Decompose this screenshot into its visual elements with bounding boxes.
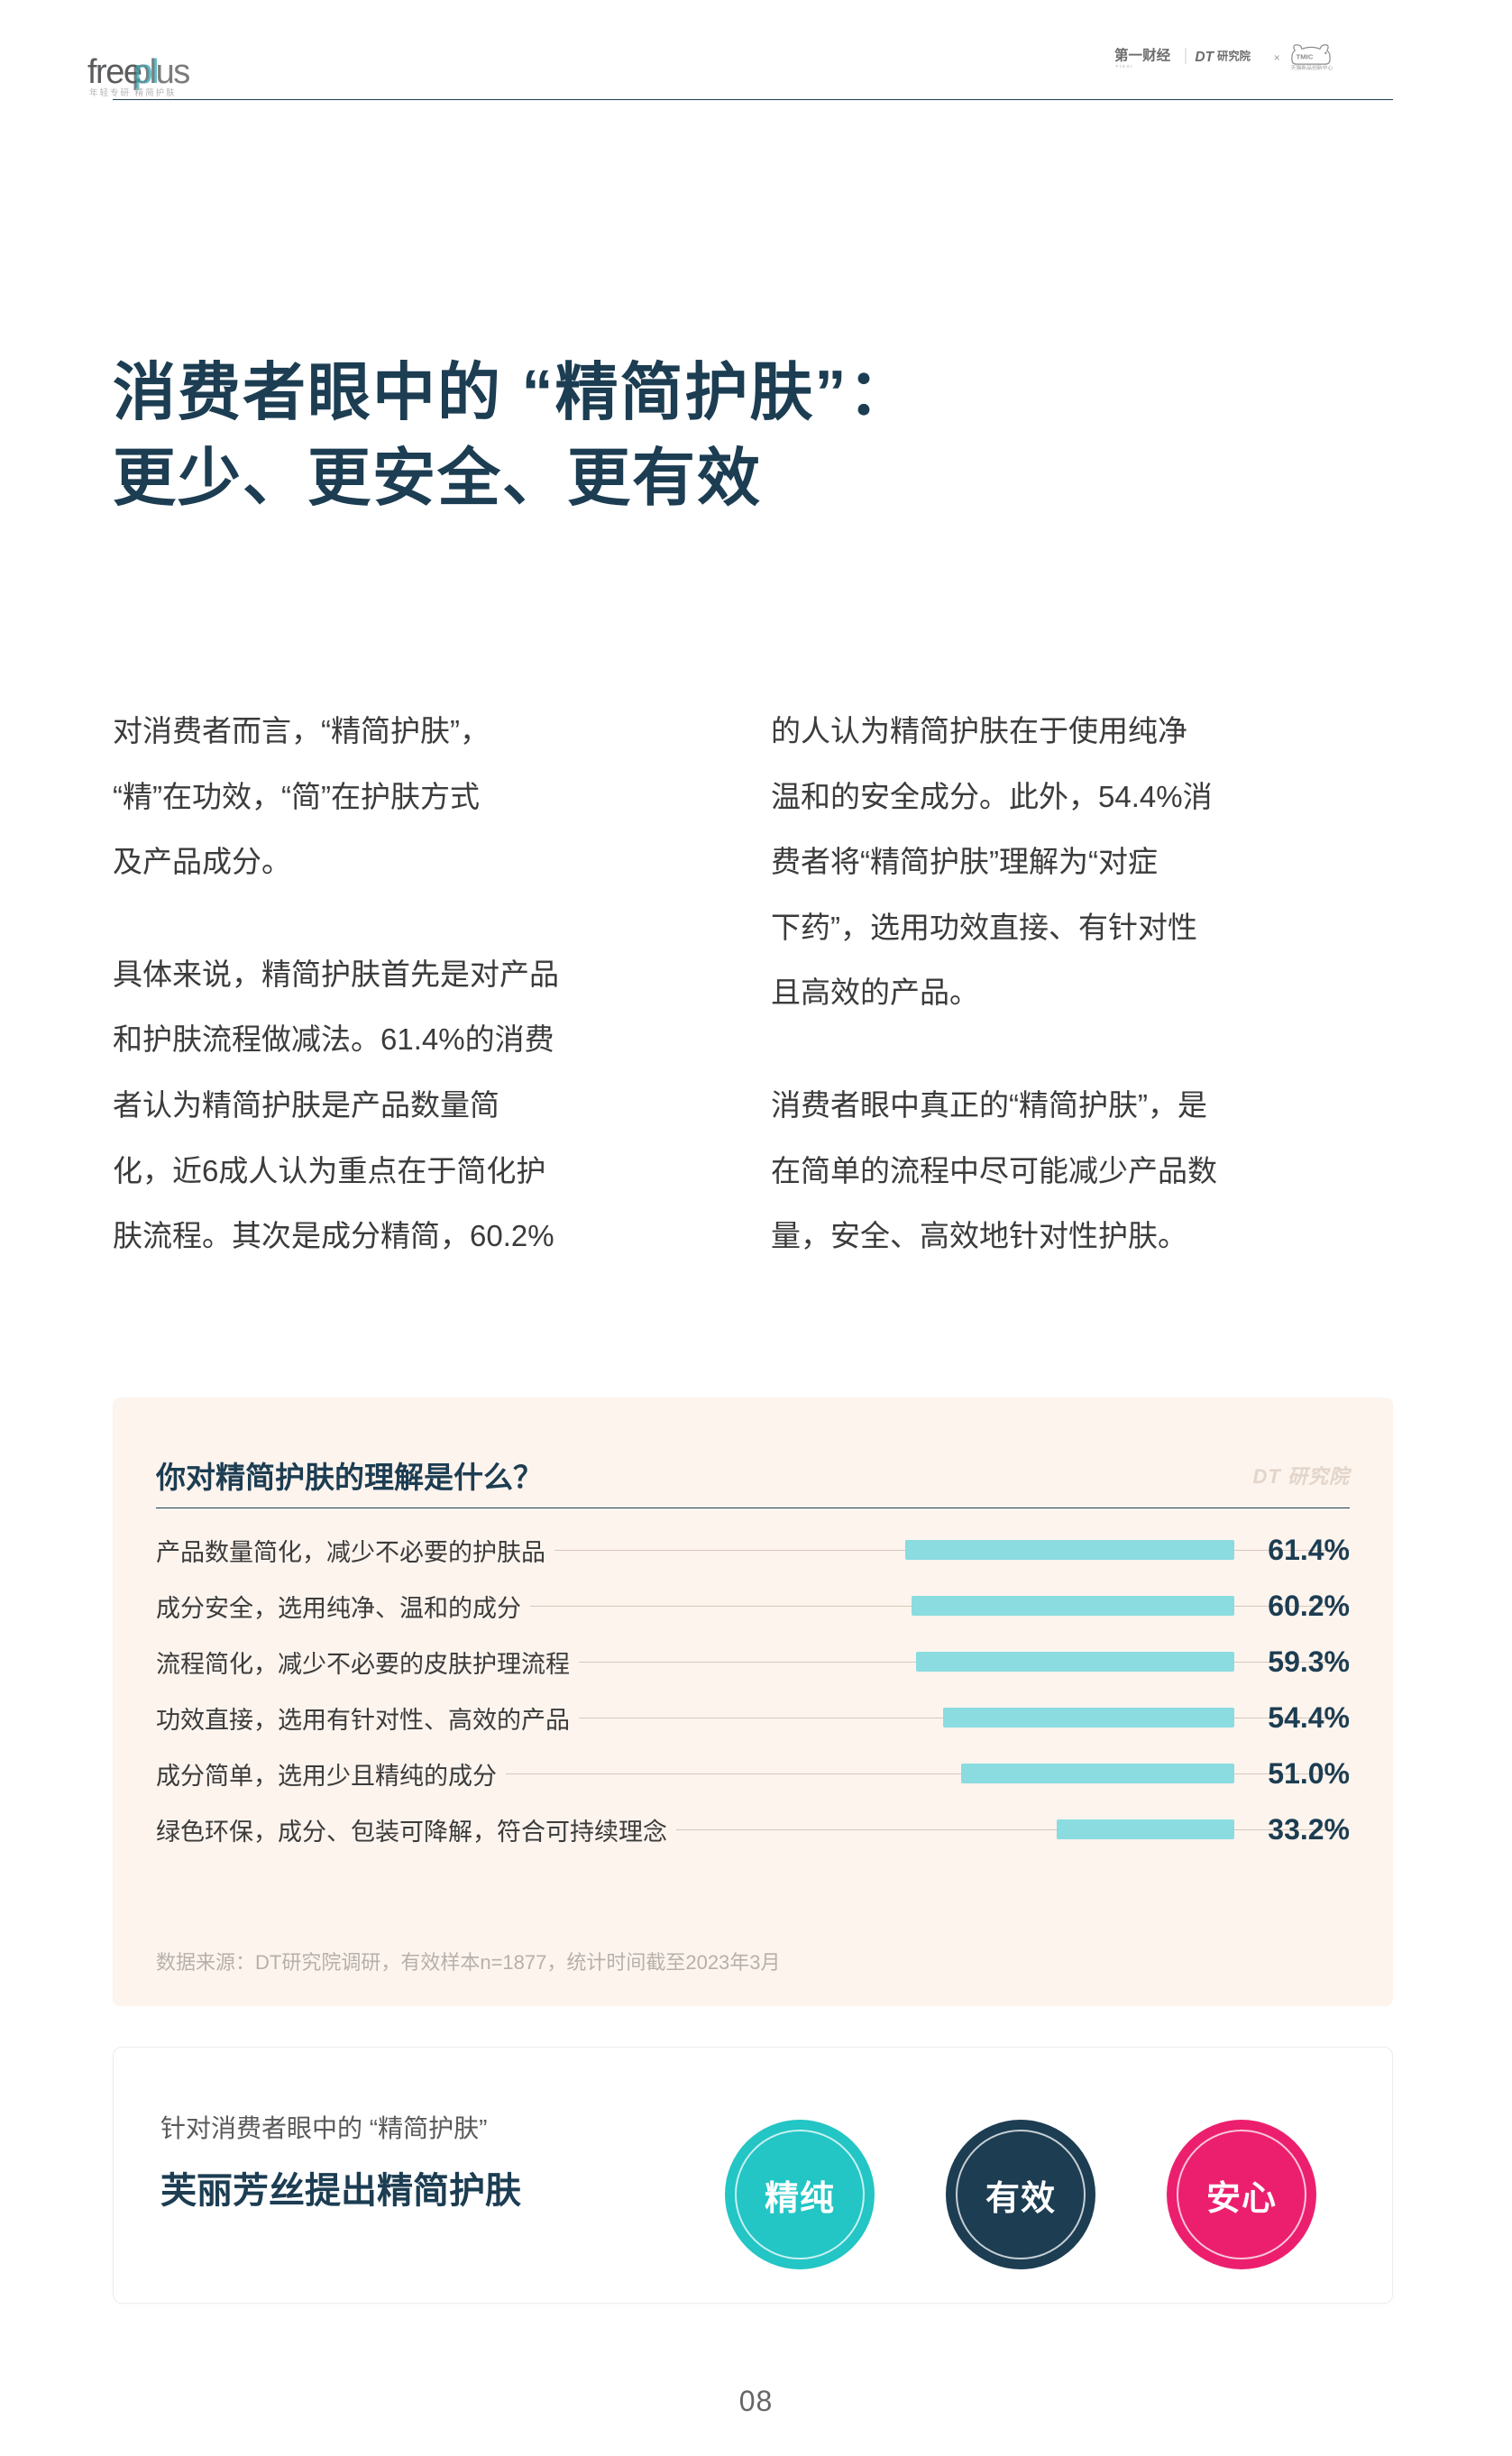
svg-text:YICAI: YICAI	[1115, 64, 1133, 69]
svg-text:pl: pl	[134, 53, 159, 91]
svg-text:TMIC: TMIC	[1296, 52, 1313, 60]
svg-text:DT: DT	[1195, 50, 1214, 65]
svg-text:第一财经: 第一财经	[1114, 47, 1171, 64]
svg-text:✦: ✦	[1324, 50, 1328, 57]
svg-text:×: ×	[1274, 52, 1280, 64]
svg-text:年轻专研 精简护肤: 年轻专研 精简护肤	[89, 87, 177, 98]
svg-text:研究院: 研究院	[1217, 50, 1251, 63]
svg-text:天猫新品创新中心: 天猫新品创新中心	[1291, 64, 1333, 71]
